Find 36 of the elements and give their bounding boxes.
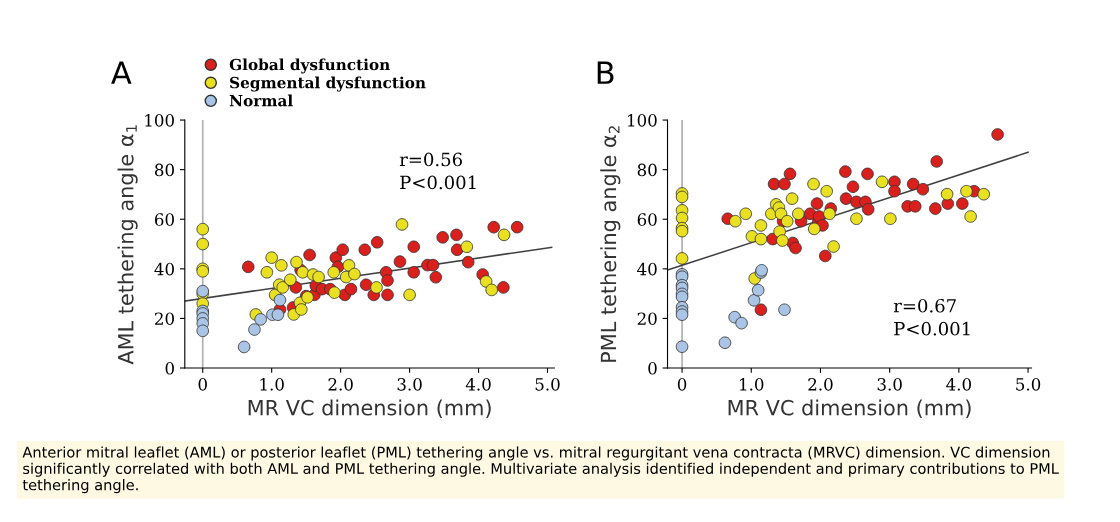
x-tick-label: 1.0 xyxy=(260,378,284,391)
text: Anterior mitral leaflet (AML) or posterior leaflet (PML) tethering angle vs. mitral regurgitant vena contracta (MRVC) dimension. VC dimension significantly correlated with both AML and PML tethering angle. Multivariate analysis identified independent and primary contributions to PML tethering angle. xyxy=(22,446,1059,494)
y-tick-label: 60 xyxy=(637,213,657,226)
y-tick-label: 60 xyxy=(154,213,174,226)
x-tick-label: 0 xyxy=(198,378,207,391)
x-tick-label: 3.0 xyxy=(877,378,902,391)
annotation: r=0.56 P<0.001 xyxy=(399,152,476,190)
x-tick-label: 3.0 xyxy=(397,378,422,391)
annotation: r=0.67 P<0.001 xyxy=(893,298,970,336)
y-tick-label: 20 xyxy=(155,312,174,325)
x-axis-title: MR VC dimension (mm) xyxy=(728,399,971,418)
y-tick-label: 0 xyxy=(648,361,657,375)
chart-title: A xyxy=(111,61,132,84)
x-tick-label: 5.0 xyxy=(1016,378,1041,391)
x-axis-title: MR VC dimension (mm) xyxy=(248,399,491,418)
y-tick-label: 80 xyxy=(637,163,657,177)
x-tick-label: 2.0 xyxy=(328,378,353,391)
y-tick-label: 80 xyxy=(154,163,174,177)
chart-title: B xyxy=(597,61,614,84)
legend-label: Global dysfunction xyxy=(229,58,390,74)
y-tick-label: 40 xyxy=(154,262,174,276)
x-tick-label: 2.0 xyxy=(808,378,833,391)
legend-label: Segmental dysfunction xyxy=(230,76,426,92)
y-tick-label: 100 xyxy=(145,114,174,127)
x-tick-label: 1.0 xyxy=(740,378,764,391)
x-tick-label: 5.0 xyxy=(535,378,560,391)
legend-label: Normal xyxy=(229,94,293,107)
y-tick-label: 40 xyxy=(637,262,657,276)
y-axis-title: PML tethering angle α$_{2}$ xyxy=(600,126,621,362)
y-tick-label: 100 xyxy=(628,114,657,127)
y-axis-title: AML tethering angle α$_{1}$ xyxy=(117,125,138,365)
y-tick-label: 20 xyxy=(637,312,657,325)
x-tick-label: 4.0 xyxy=(946,378,971,391)
y-tick-label: 0 xyxy=(165,361,174,375)
x-tick-label: 0 xyxy=(677,378,687,391)
x-tick-label: 4.0 xyxy=(465,378,491,391)
